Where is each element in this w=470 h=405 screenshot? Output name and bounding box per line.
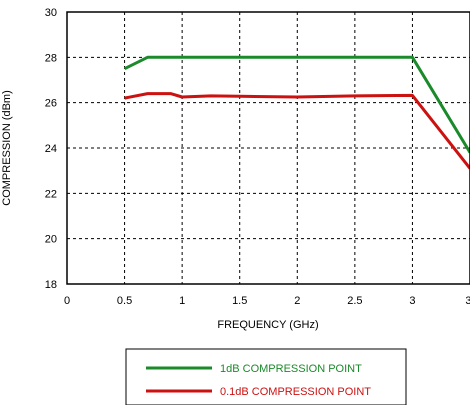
x-axis-title: FREQUENCY (GHz) (217, 319, 318, 331)
y-axis-title: COMPRESSION (dBm) (1, 90, 13, 206)
y-tick-label: 24 (45, 143, 57, 155)
series-line-1db (123, 55, 470, 154)
x-tick-label: 1 (179, 295, 185, 307)
x-tick-label: 1.5 (232, 295, 247, 307)
plot-frame (66, 11, 470, 285)
x-tick-label: 3 (409, 295, 415, 307)
y-tick-label: 22 (45, 188, 57, 200)
legend-label-0-1db: 0.1dB COMPRESSION POINT (220, 386, 371, 398)
y-tick-label: 18 (45, 279, 57, 291)
series-lines (123, 55, 470, 170)
grid-lines (67, 12, 470, 284)
series-line-0-1db (124, 92, 470, 170)
x-tick-label: 2 (294, 295, 300, 307)
y-tick-label: 26 (45, 98, 57, 110)
x-tick-label: 2.5 (347, 295, 362, 307)
y-tick-label: 30 (45, 7, 57, 19)
legend-label-1db: 1dB COMPRESSION POINT (220, 363, 362, 375)
x-tick-label: 3. (465, 295, 470, 307)
x-tick-label: 0 (64, 295, 70, 307)
y-tick-label: 28 (45, 52, 57, 64)
legend: 1dB COMPRESSION POINT 0.1dB COMPRESSION … (125, 348, 407, 405)
legend-box (125, 348, 407, 405)
y-tick-labels: 18 20 22 24 26 28 30 (45, 7, 57, 291)
x-tick-labels: 0 0.5 1 1.5 2 2.5 3 3. (64, 295, 470, 307)
x-tick-label: 0.5 (117, 295, 132, 307)
y-tick-label: 20 (45, 234, 57, 246)
